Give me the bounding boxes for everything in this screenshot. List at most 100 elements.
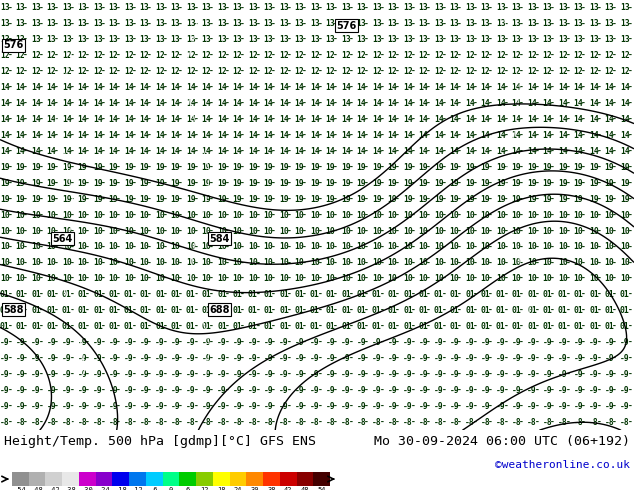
Text: 12: 12 — [233, 67, 242, 76]
Text: -: - — [70, 163, 75, 172]
Text: -: - — [550, 418, 555, 427]
Text: 13: 13 — [108, 20, 119, 28]
Text: -: - — [209, 35, 214, 44]
Text: -9: -9 — [450, 402, 459, 411]
Text: -: - — [54, 418, 59, 427]
Text: 01: 01 — [356, 306, 366, 315]
Text: -: - — [70, 20, 75, 28]
Text: -: - — [256, 370, 261, 379]
Text: 10: 10 — [31, 258, 41, 268]
Text: -: - — [209, 243, 214, 251]
Text: -: - — [287, 83, 292, 92]
Text: 12: 12 — [139, 67, 149, 76]
Text: -: - — [287, 243, 292, 251]
Text: 12: 12 — [372, 51, 382, 60]
Bar — [12, 472, 29, 486]
Text: -: - — [39, 3, 44, 12]
Text: 10: 10 — [186, 258, 196, 268]
Text: 12: 12 — [62, 67, 72, 76]
Text: 14: 14 — [108, 115, 119, 124]
Text: -9: -9 — [543, 354, 552, 363]
Text: -9: -9 — [295, 338, 304, 347]
Text: -: - — [534, 402, 540, 411]
Text: -9: -9 — [46, 354, 56, 363]
Text: -: - — [597, 163, 602, 172]
Text: 14: 14 — [387, 99, 398, 108]
Text: -: - — [395, 20, 400, 28]
Text: 12: 12 — [434, 51, 444, 60]
Text: 01: 01 — [77, 322, 87, 331]
Text: 01: 01 — [527, 290, 537, 299]
Text: -: - — [8, 354, 13, 363]
Text: -: - — [519, 67, 524, 76]
Text: 12: 12 — [310, 51, 320, 60]
Text: -: - — [426, 147, 431, 156]
Text: -: - — [488, 20, 493, 28]
Text: -: - — [318, 370, 323, 379]
Text: -: - — [178, 418, 183, 427]
Text: -9: -9 — [574, 354, 583, 363]
Text: 01: 01 — [93, 306, 103, 315]
Text: -: - — [70, 370, 75, 379]
Text: -: - — [240, 322, 245, 331]
Text: -9: -9 — [481, 386, 490, 395]
Text: 14: 14 — [93, 99, 103, 108]
Text: -9: -9 — [93, 386, 103, 395]
Text: -: - — [271, 131, 276, 140]
Text: 14: 14 — [77, 83, 87, 92]
Text: -: - — [39, 99, 44, 108]
Text: 19: 19 — [574, 163, 583, 172]
Text: -: - — [132, 290, 136, 299]
Text: -: - — [426, 179, 431, 188]
Text: -: - — [85, 338, 90, 347]
Text: 14: 14 — [217, 131, 227, 140]
Bar — [79, 472, 96, 486]
Text: -: - — [628, 243, 633, 251]
Text: 14: 14 — [62, 131, 72, 140]
Text: -: - — [116, 67, 121, 76]
Text: -9: -9 — [124, 354, 134, 363]
Text: -: - — [395, 322, 400, 331]
Text: -: - — [302, 147, 307, 156]
Text: 12: 12 — [93, 51, 103, 60]
Text: -: - — [442, 338, 446, 347]
Text: 12: 12 — [543, 51, 552, 60]
Text: 10: 10 — [77, 243, 87, 251]
Text: -: - — [302, 99, 307, 108]
Text: 10: 10 — [295, 211, 304, 220]
Text: -9: -9 — [62, 402, 72, 411]
Text: 14: 14 — [108, 131, 119, 140]
Text: -: - — [271, 179, 276, 188]
Text: -: - — [287, 274, 292, 283]
Text: -: - — [395, 211, 400, 220]
Text: -8: -8 — [434, 418, 444, 427]
Text: -: - — [519, 258, 524, 268]
Text: 01: 01 — [481, 306, 490, 315]
Text: -: - — [457, 386, 462, 395]
Text: 14: 14 — [233, 131, 242, 140]
Text: 01: 01 — [310, 306, 320, 315]
Text: -: - — [612, 115, 617, 124]
Text: -: - — [101, 354, 105, 363]
Text: 01: 01 — [450, 290, 459, 299]
Text: 19: 19 — [325, 163, 335, 172]
Text: 19: 19 — [279, 195, 288, 204]
Text: -: - — [209, 306, 214, 315]
Text: 13: 13 — [403, 35, 413, 44]
Text: 10: 10 — [217, 274, 227, 283]
Text: -: - — [534, 354, 540, 363]
Text: -: - — [287, 306, 292, 315]
Text: 14: 14 — [62, 147, 72, 156]
Text: 13: 13 — [15, 3, 25, 12]
Text: -: - — [472, 338, 477, 347]
Text: -: - — [597, 179, 602, 188]
Text: -: - — [132, 3, 136, 12]
Text: -: - — [380, 402, 384, 411]
Text: 19: 19 — [543, 195, 552, 204]
Text: -: - — [318, 115, 323, 124]
Text: 14: 14 — [356, 147, 366, 156]
Text: 14: 14 — [155, 147, 165, 156]
Text: 19: 19 — [295, 163, 304, 172]
Text: -: - — [426, 211, 431, 220]
Text: -: - — [612, 370, 617, 379]
